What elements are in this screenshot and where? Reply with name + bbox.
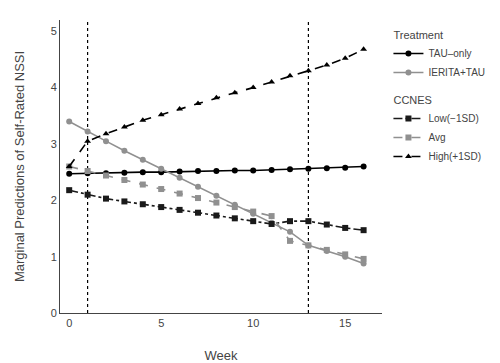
svg-text:15: 15	[339, 317, 351, 329]
svg-text:5: 5	[51, 25, 57, 37]
svg-text:CCNES: CCNES	[393, 94, 432, 106]
svg-text:0: 0	[51, 307, 57, 319]
svg-text:Week: Week	[205, 348, 238, 363]
svg-text:5: 5	[158, 317, 164, 329]
svg-text:High(+1SD): High(+1SD)	[428, 151, 481, 162]
svg-text:TAU–only: TAU–only	[428, 48, 471, 59]
svg-text:1: 1	[51, 251, 57, 263]
svg-text:Treatment: Treatment	[393, 29, 443, 41]
svg-text:10: 10	[247, 317, 259, 329]
svg-text:0: 0	[66, 317, 72, 329]
svg-text:4: 4	[51, 81, 57, 93]
svg-text:2: 2	[51, 194, 57, 206]
svg-text:3: 3	[51, 138, 57, 150]
svg-text:Low(−1SD): Low(−1SD)	[428, 113, 478, 124]
svg-text:Avg: Avg	[428, 132, 445, 143]
svg-text:IERITA+TAU: IERITA+TAU	[428, 67, 485, 78]
svg-text:Marginal Predictions of Self-R: Marginal Predictions of Self-Rated NSSI	[12, 51, 27, 282]
